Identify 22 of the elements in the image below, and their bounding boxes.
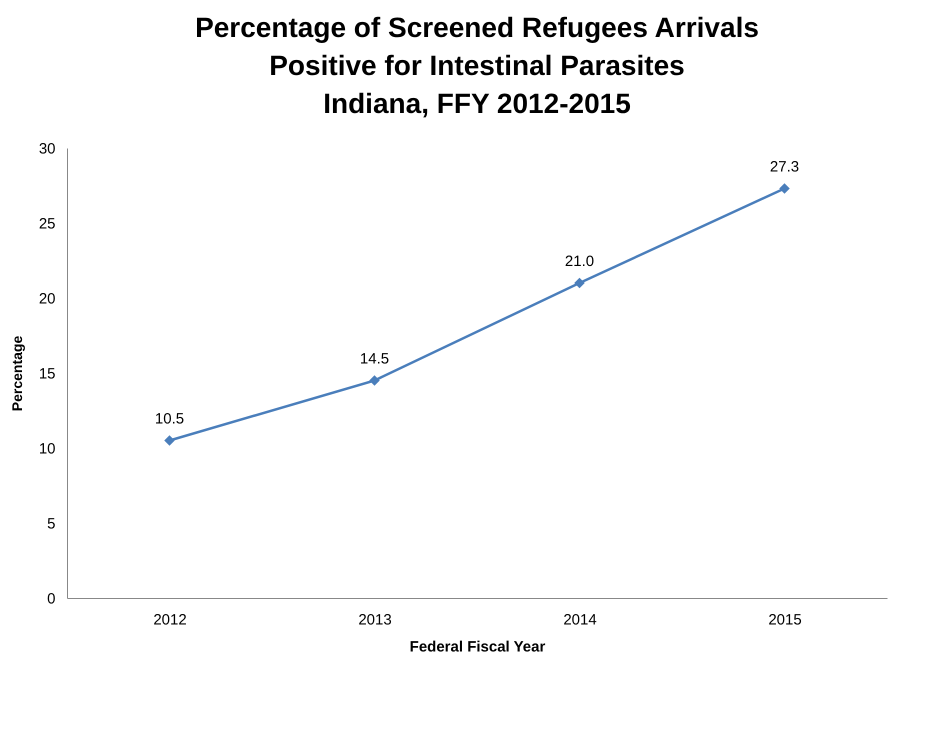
point xyxy=(369,375,380,386)
y-tick-label: 30 xyxy=(38,140,56,158)
x-tick-label: 2013 xyxy=(358,612,392,628)
point xyxy=(574,278,585,288)
y-tick-label: 15 xyxy=(38,366,56,382)
data-label: 27.3 xyxy=(770,158,800,176)
y-tick-label: 25 xyxy=(38,216,56,232)
y-tick-label: 0 xyxy=(47,590,56,608)
chart-title: Percentage of Screened Refugees Arrivals Positive for Intestinal Parasites Indiana, FFY 2012-2015 xyxy=(195,12,759,119)
y-tick-label: 10 xyxy=(38,440,56,458)
data-label: 21.0 xyxy=(564,253,594,270)
y-axis-title: Percentage xyxy=(8,336,25,412)
point xyxy=(164,435,175,446)
data-label: 10.5 xyxy=(154,410,184,428)
x-tick-label: 2014 xyxy=(563,612,597,628)
data-label: 14.5 xyxy=(360,350,390,368)
point xyxy=(779,183,790,194)
x-tick-label: 2015 xyxy=(768,612,802,628)
x-tick-label: 2012 xyxy=(153,612,187,628)
x-axis-title: Federal Fiscal Year xyxy=(410,638,546,656)
y-tick-label: 5 xyxy=(47,516,56,532)
y-tick-label: 20 xyxy=(38,290,56,308)
